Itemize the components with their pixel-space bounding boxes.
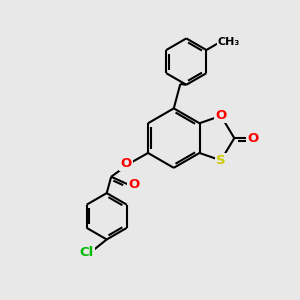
Text: O: O (128, 178, 140, 191)
Text: O: O (247, 132, 258, 145)
Text: CH₃: CH₃ (218, 37, 240, 47)
Text: O: O (120, 157, 132, 170)
Text: Cl: Cl (80, 246, 94, 259)
Text: O: O (215, 109, 226, 122)
Text: S: S (216, 154, 226, 167)
